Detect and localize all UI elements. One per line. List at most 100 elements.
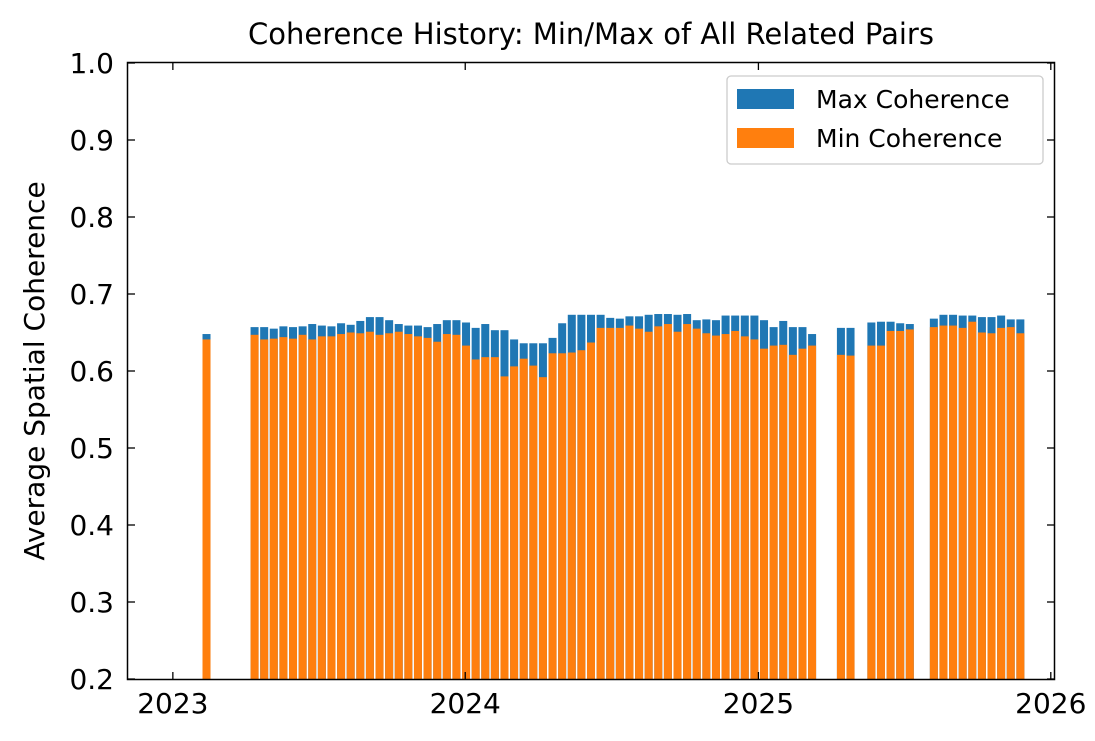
bar-min [731, 330, 740, 679]
bar-min [625, 325, 634, 679]
bar-min [958, 327, 967, 679]
bar-min [692, 328, 701, 679]
bar-min [529, 365, 538, 679]
bar-min [471, 359, 480, 679]
legend-label-max: Max Coherence [816, 85, 1010, 114]
x-tick-label: 2026 [1015, 687, 1086, 720]
bar-min [779, 344, 788, 679]
bar-min [490, 357, 499, 679]
bar-min [997, 327, 1006, 679]
bar-min [567, 352, 576, 679]
bar-min [644, 331, 653, 679]
bar-min [481, 357, 490, 679]
bar-min [596, 327, 605, 679]
bar-min [606, 327, 615, 679]
bar-min [538, 377, 547, 679]
bar-min [289, 338, 298, 679]
bar-min [836, 354, 845, 679]
bar-min [510, 366, 519, 679]
x-tick-label: 2025 [723, 687, 794, 720]
bar-min [615, 327, 624, 679]
bar-min [308, 339, 317, 679]
bar-min [442, 334, 451, 679]
bar-min [500, 376, 509, 679]
plot-frame [126, 61, 1056, 681]
bar-min [1006, 327, 1015, 679]
bar-min [375, 334, 384, 679]
bar-min [769, 345, 778, 679]
bar-min [519, 358, 528, 679]
bar-min [558, 353, 567, 679]
bar-min [577, 350, 586, 679]
bar-min [635, 328, 644, 679]
bar-min [663, 324, 672, 679]
bar-min [260, 339, 269, 679]
y-tick-label: 0.6 [69, 355, 114, 388]
chart-title: Coherence History: Min/Max of All Relate… [248, 17, 934, 51]
bar-min [750, 339, 759, 679]
bars-layer [202, 314, 1025, 679]
y-tick-label: 0.2 [69, 663, 114, 696]
bar-min [949, 325, 958, 679]
bar-min [423, 337, 432, 679]
legend: Max Coherence Min Coherence [726, 75, 1044, 165]
bar-min [788, 354, 797, 679]
bar-min [317, 336, 326, 679]
y-axis-label: Average Spatial Coherence [18, 181, 51, 560]
bar-min [202, 339, 211, 679]
bar-min [385, 333, 394, 679]
y-tick-label: 0.8 [69, 201, 114, 234]
ticks-layer: 0.2 0.3 0.4 0.5 0.6 0.7 0.8 0.9 1.0 2023 2024 2025 2… [69, 47, 1086, 720]
bar-min [721, 334, 730, 679]
bar-min [394, 331, 403, 679]
bar-min [250, 334, 259, 679]
y-tick-label: 0.4 [69, 509, 114, 542]
bar-min [1016, 333, 1025, 679]
bar-min [413, 336, 422, 679]
bar-min [760, 348, 769, 679]
bar-min [702, 333, 711, 679]
x-tick-label: 2024 [430, 687, 501, 720]
legend-label-min: Min Coherence [816, 124, 1002, 153]
bar-min [433, 341, 442, 679]
bar-min [586, 342, 595, 679]
bar-min [327, 336, 336, 679]
x-tick-label: 2023 [137, 687, 208, 720]
bar-min [886, 330, 895, 679]
y-tick-label: 0.3 [69, 586, 114, 619]
legend-swatch-max [737, 89, 794, 109]
legend-swatch-min [737, 128, 794, 148]
bar-min [711, 335, 720, 679]
bar-min [356, 333, 365, 679]
bar-min [808, 345, 817, 679]
y-tick-label: 0.9 [69, 124, 114, 157]
bar-min [654, 326, 663, 679]
bar-min [876, 345, 885, 679]
bar-min [977, 332, 986, 679]
bar-min [968, 321, 977, 679]
legend-frame [726, 75, 1044, 165]
bar-min [867, 345, 876, 679]
bar-min [683, 324, 692, 679]
bar-min [404, 334, 413, 679]
bar-min [452, 334, 461, 679]
bar-min [905, 329, 914, 679]
bar-min [896, 330, 905, 679]
bar-min [798, 348, 807, 679]
bar-min [462, 345, 471, 679]
bar-min [337, 334, 346, 679]
y-tick-label: 1.0 [69, 47, 114, 80]
y-tick-label: 0.5 [69, 432, 114, 465]
bar-min [929, 327, 938, 679]
bar-min [298, 334, 307, 679]
bar-min [987, 333, 996, 679]
bar-min [346, 332, 355, 679]
bar-min [548, 353, 557, 679]
bar-min [269, 338, 278, 679]
bar-min [939, 325, 948, 679]
bar-min [673, 331, 682, 679]
bar-min [740, 336, 749, 679]
bar-min [365, 331, 374, 679]
y-tick-label: 0.7 [69, 278, 114, 311]
